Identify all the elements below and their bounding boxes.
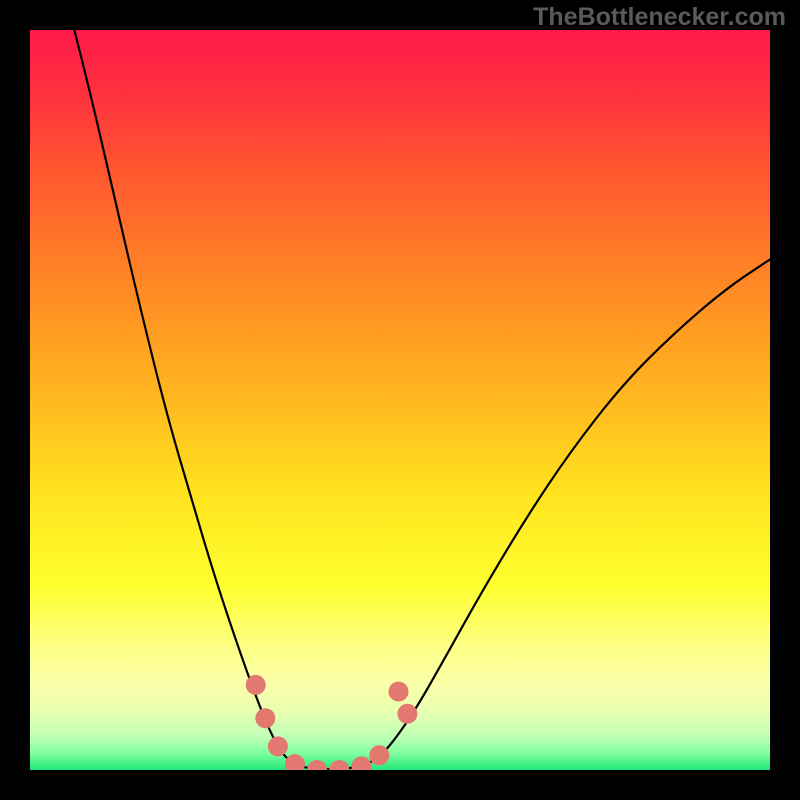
- bead-marker: [246, 675, 266, 695]
- bead-marker: [255, 708, 275, 728]
- gradient-background: [30, 30, 770, 770]
- bead-marker: [268, 736, 288, 756]
- watermark-text: TheBottlenecker.com: [533, 3, 786, 32]
- figure-container: TheBottlenecker.com: [0, 0, 800, 800]
- bead-marker: [389, 682, 409, 702]
- plot-area: [30, 30, 770, 770]
- chart-svg: [30, 30, 770, 770]
- bead-marker: [397, 704, 417, 724]
- bead-marker: [369, 745, 389, 765]
